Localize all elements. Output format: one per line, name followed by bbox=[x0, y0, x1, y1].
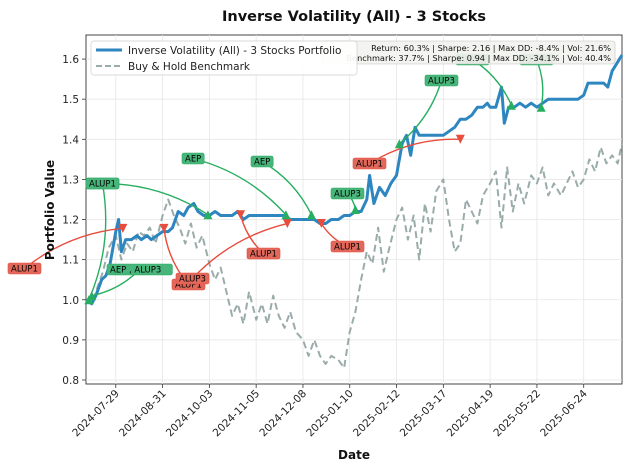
annotation-label: AEP bbox=[185, 155, 201, 165]
buy-marker bbox=[536, 102, 546, 112]
y-tick-label: 1.2 bbox=[62, 215, 79, 227]
x-tick-label: 2025-06-24 bbox=[538, 387, 590, 439]
buy-marker bbox=[394, 139, 404, 149]
annotation-arrow bbox=[191, 222, 288, 279]
x-tick-label: 2024-10-03 bbox=[164, 388, 216, 440]
annotation-box bbox=[181, 152, 205, 165]
y-tick-label: 1.4 bbox=[62, 134, 79, 146]
sell-marker bbox=[282, 219, 292, 229]
x-tick-label: 2025-05-22 bbox=[491, 388, 543, 440]
buy-marker bbox=[84, 295, 94, 305]
annotation-box bbox=[175, 272, 210, 285]
annotation-arrow bbox=[88, 183, 107, 301]
x-axis-label: Date bbox=[338, 448, 370, 462]
y-tick-label: 1.0 bbox=[62, 295, 79, 307]
buy-marker bbox=[350, 205, 360, 214]
y-tick-label: 1.6 bbox=[62, 54, 79, 66]
legend: Inverse Volatility (All) - 3 Stocks Port… bbox=[90, 40, 358, 76]
annotation-label: ALUP3 bbox=[179, 275, 206, 285]
x-tick-label: 2024-08-31 bbox=[117, 388, 169, 440]
annotation-label: ALUP3 bbox=[428, 77, 455, 87]
sell-marker bbox=[159, 223, 169, 233]
annotation-box bbox=[85, 177, 120, 190]
x-tick-label: 2025-03-17 bbox=[398, 388, 450, 440]
buy-marker bbox=[506, 100, 516, 110]
sell-marker bbox=[316, 219, 326, 229]
stats-line-2: Benchmark: 37.7% | Sharpe: 0.94 | Max DD… bbox=[346, 53, 611, 63]
y-tick-label: 0.9 bbox=[62, 335, 79, 347]
annotation-box bbox=[330, 187, 365, 200]
annotation-label: ALUP1 bbox=[334, 243, 361, 253]
legend-label-portfolio: Inverse Volatility (All) - 3 Stocks Port… bbox=[128, 45, 341, 57]
x-tick-label: 2024-07-29 bbox=[70, 388, 122, 440]
annotation-box bbox=[246, 247, 281, 260]
x-tick-label: 2024-11-05 bbox=[211, 388, 263, 440]
y-tick-label: 1.1 bbox=[62, 255, 79, 267]
annotation-label: ALUP1 bbox=[175, 281, 202, 291]
legend-label-benchmark: Buy & Hold Benchmark bbox=[128, 61, 251, 73]
buy-marker bbox=[306, 210, 316, 220]
stats-box: Return: 60.3% | Sharpe: 2.16 | Max DD: -… bbox=[321, 40, 616, 65]
x-tick-label: 2025-02-12 bbox=[351, 388, 403, 440]
annotation-label: AEP , ALUP3 bbox=[110, 266, 161, 276]
annotation-label: ALUP3 bbox=[334, 190, 361, 200]
annotation-label: ALUP1 bbox=[11, 265, 38, 275]
stats-line-1: Return: 60.3% | Sharpe: 2.16 | Max DD: -… bbox=[371, 43, 611, 53]
chart-title: Inverse Volatility (All) - 3 Stocks bbox=[222, 9, 486, 25]
x-tick-label: 2025-04-19 bbox=[445, 388, 497, 440]
annotation-arrow bbox=[192, 157, 287, 216]
annotation-arrow bbox=[24, 227, 123, 270]
annotation-box bbox=[330, 240, 365, 253]
y-axis-label: Portfolio Value bbox=[43, 160, 57, 260]
y-tick-label: 0.8 bbox=[62, 375, 79, 387]
sell-marker bbox=[455, 134, 465, 144]
x-tick-label: 2025-01-10 bbox=[304, 388, 356, 440]
sell-marker bbox=[236, 210, 246, 220]
sell-marker bbox=[118, 223, 128, 233]
annotation-label: ALUP1 bbox=[250, 250, 277, 260]
annotation-box bbox=[352, 157, 387, 170]
annotation-box bbox=[424, 74, 459, 87]
annotation-label: ALUP1 bbox=[356, 160, 383, 170]
annotation-arrow bbox=[398, 80, 443, 145]
annotation-label: AEP bbox=[254, 158, 270, 168]
annotation-box bbox=[7, 262, 42, 275]
buy-marker bbox=[281, 210, 291, 220]
buy-marker bbox=[203, 210, 213, 220]
annotation-box bbox=[250, 155, 274, 168]
annotation-label: ALUP1 bbox=[89, 180, 116, 190]
x-tick-label: 2024-12-08 bbox=[257, 388, 309, 440]
y-tick-label: 1.5 bbox=[62, 94, 79, 106]
annotation-box bbox=[106, 263, 173, 276]
y-axis: 0.8 0.9 1.0 1.1 1.2 1.3 1.4 1.5 1.6 bbox=[62, 54, 86, 387]
y-tick-label: 1.3 bbox=[62, 174, 79, 186]
x-axis: 2024-07-292024-08-312024-10-032024-11-05… bbox=[70, 384, 590, 439]
